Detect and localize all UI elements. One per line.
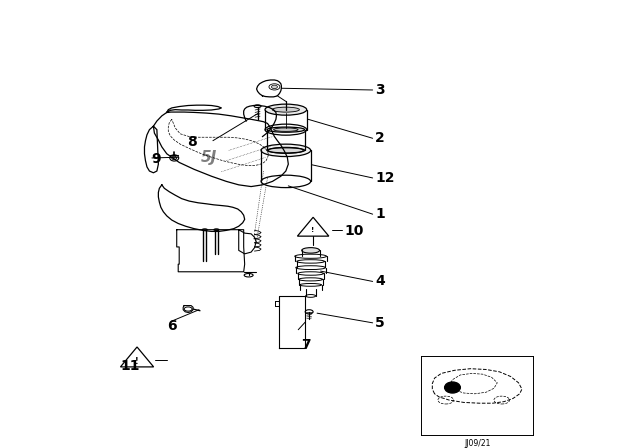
Text: 1: 1	[375, 207, 385, 221]
Ellipse shape	[265, 104, 307, 115]
Ellipse shape	[261, 144, 310, 156]
Ellipse shape	[267, 127, 305, 132]
Ellipse shape	[305, 310, 313, 314]
Text: 10: 10	[344, 224, 364, 238]
Ellipse shape	[254, 105, 261, 108]
Ellipse shape	[301, 248, 319, 253]
Text: 4: 4	[375, 275, 385, 289]
Ellipse shape	[273, 128, 298, 131]
Text: JJ09/21: JJ09/21	[464, 439, 490, 448]
Text: 9: 9	[151, 152, 161, 166]
Text: !: !	[135, 357, 139, 366]
Text: 2: 2	[375, 131, 385, 145]
Circle shape	[445, 382, 460, 393]
Ellipse shape	[269, 147, 303, 154]
Ellipse shape	[272, 107, 300, 112]
Text: 6: 6	[167, 319, 177, 333]
Text: !: !	[312, 228, 315, 233]
Text: 3: 3	[375, 83, 385, 97]
Text: 5: 5	[375, 316, 385, 330]
Text: 5J: 5J	[201, 151, 217, 165]
Text: 7: 7	[301, 338, 310, 352]
Text: 12: 12	[375, 171, 395, 185]
Ellipse shape	[172, 156, 177, 159]
Text: 8: 8	[187, 135, 196, 149]
Ellipse shape	[271, 85, 277, 89]
Text: 11: 11	[121, 359, 140, 373]
